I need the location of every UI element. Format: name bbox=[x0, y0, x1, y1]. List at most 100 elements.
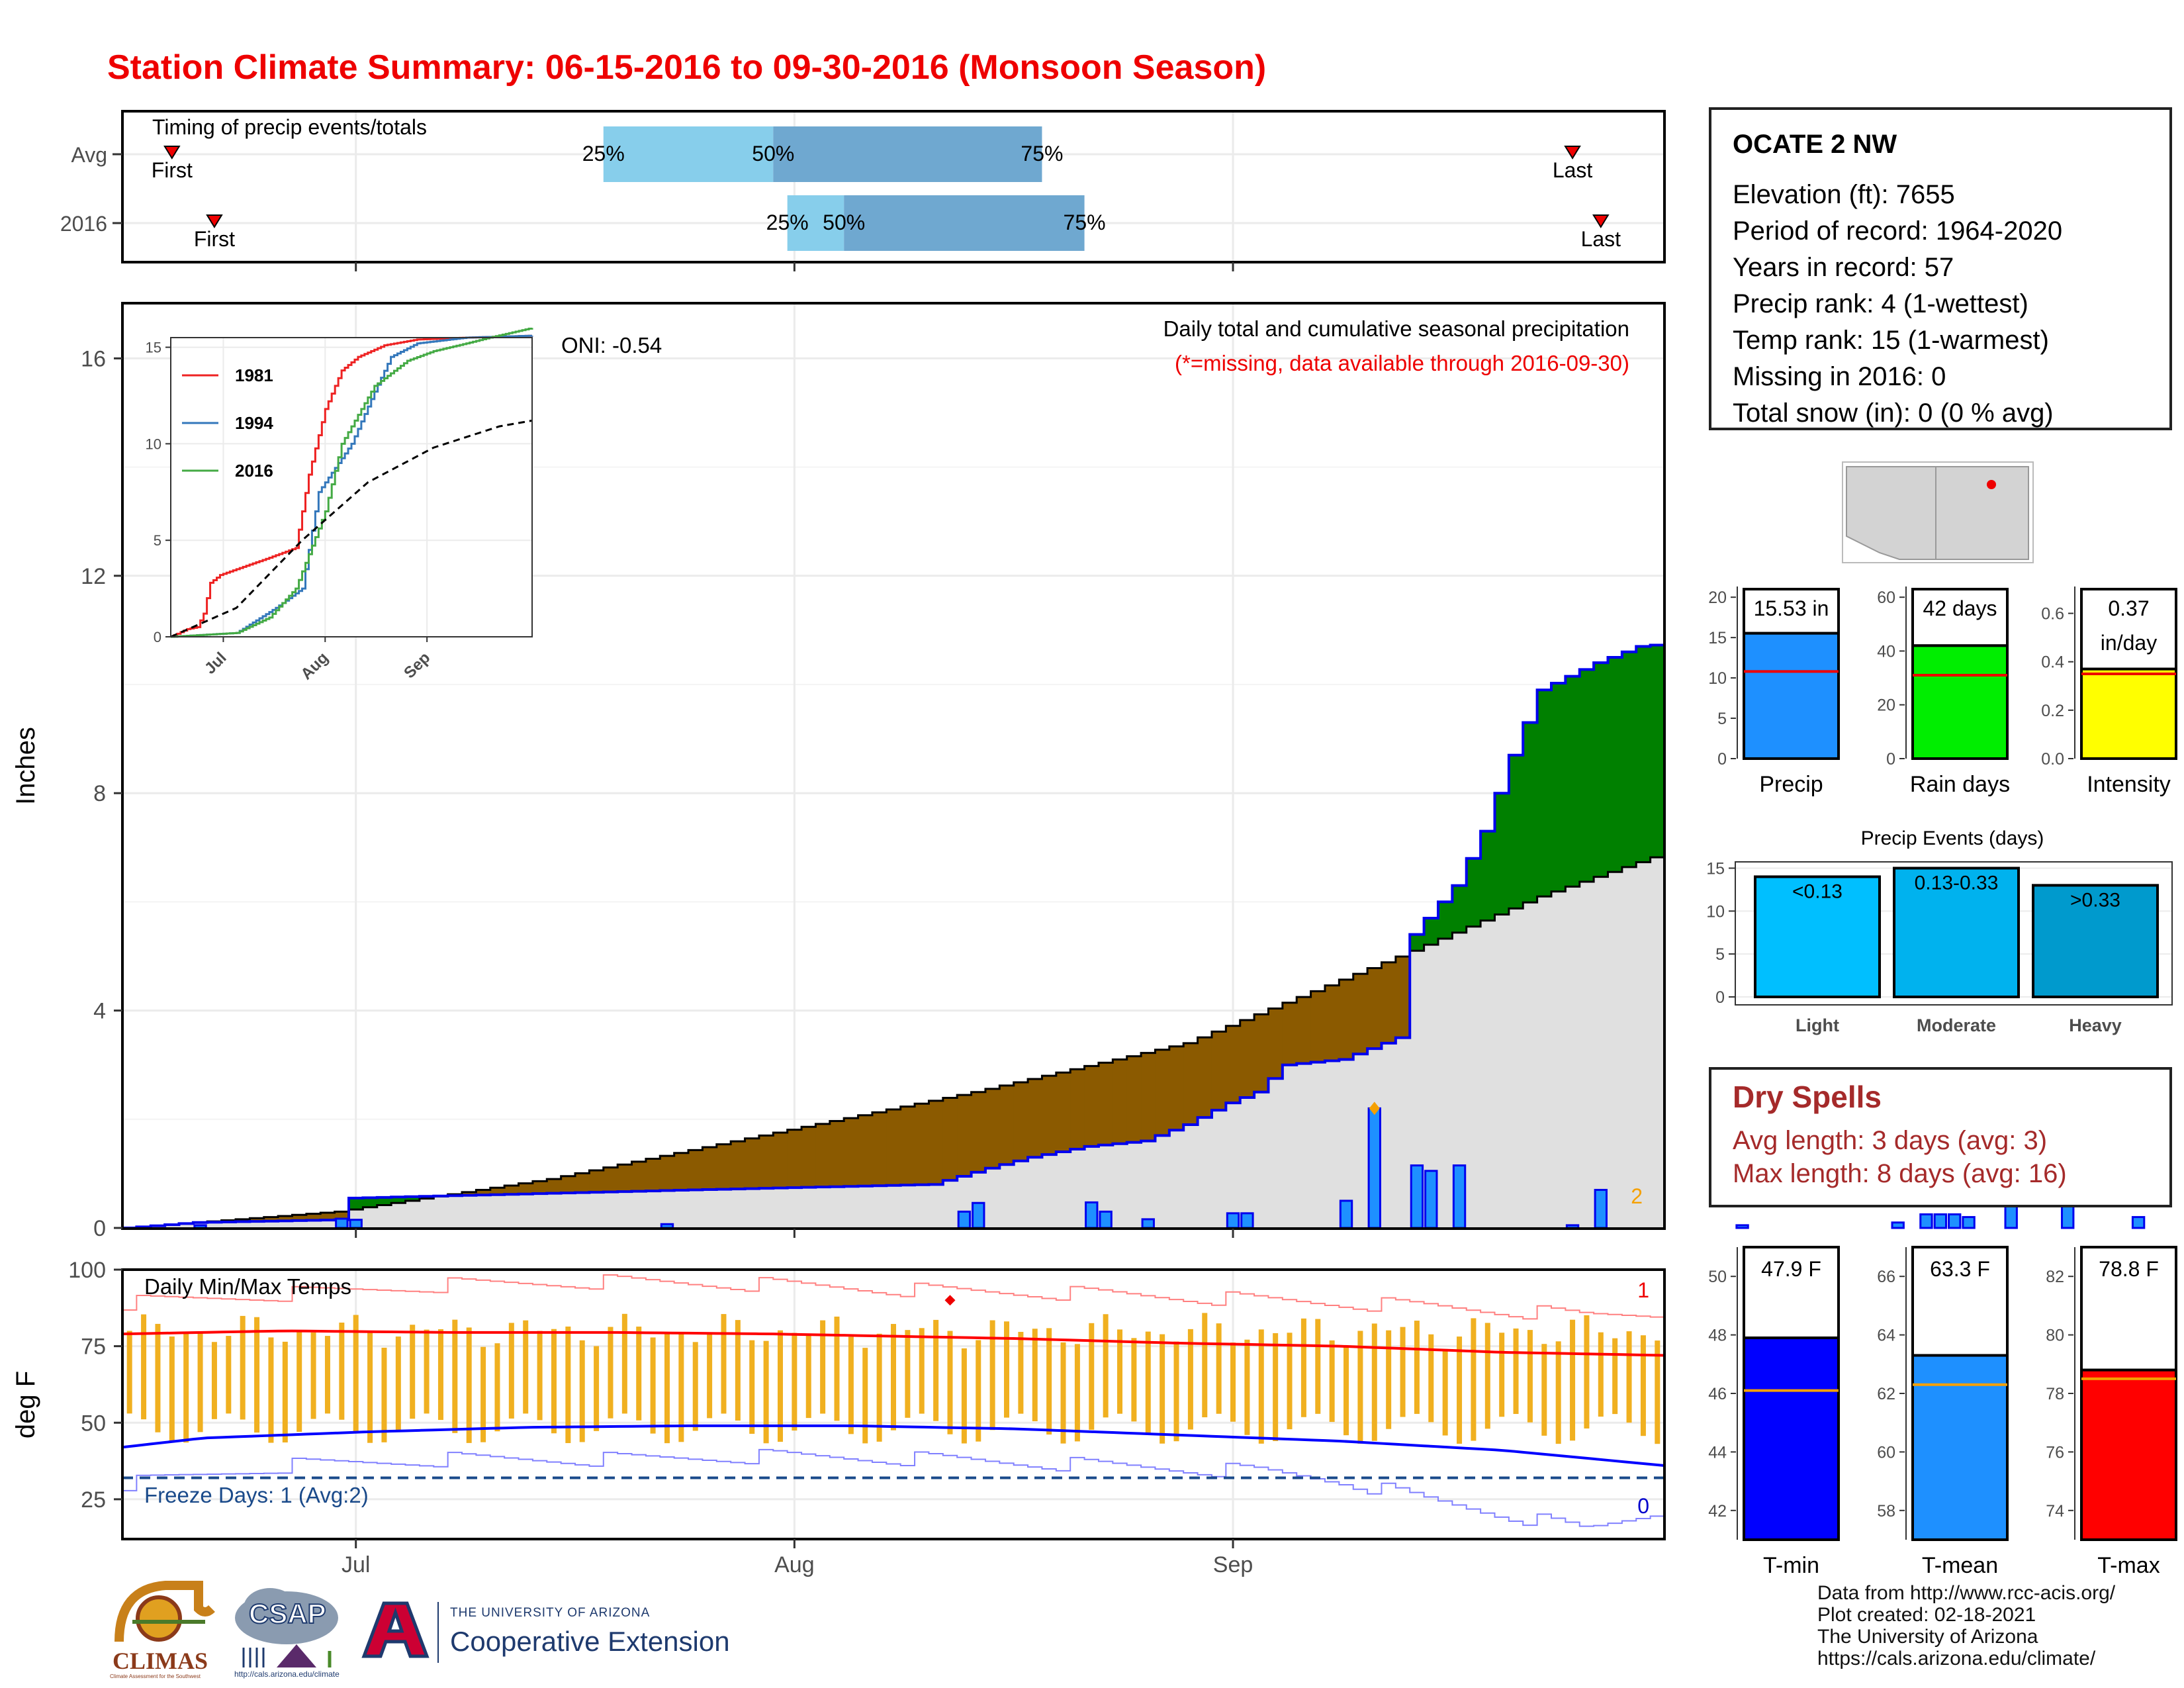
deficit-area-segment bbox=[957, 1095, 972, 1177]
surplus-area-segment bbox=[1452, 885, 1467, 933]
daily-temp-range-bar bbox=[141, 1314, 147, 1420]
deficit-area-segment bbox=[829, 1121, 844, 1187]
ua-big-text: Cooperative Extension bbox=[450, 1626, 730, 1657]
event-bar-heavy bbox=[2032, 884, 2159, 998]
summary-label-box bbox=[1911, 588, 2009, 647]
temp-ytick-label: 25 bbox=[81, 1487, 106, 1513]
daily-temp-range-bar bbox=[1117, 1329, 1123, 1414]
cumulative-2016-line bbox=[122, 643, 1666, 1229]
daily-precip-bar bbox=[1410, 1164, 1424, 1229]
daily-precip-bar bbox=[1367, 1107, 1381, 1229]
temp-title: Daily Min/Max Temps bbox=[144, 1274, 351, 1299]
deficit-area-segment bbox=[886, 1109, 901, 1186]
daily-temp-range-bar bbox=[848, 1336, 854, 1434]
tbar-ytick-label: 64 bbox=[1877, 1327, 1895, 1345]
daily-temp-range-bar bbox=[1442, 1348, 1448, 1436]
timing-bar-25-50 bbox=[787, 195, 844, 251]
daily-temp-range-bar bbox=[537, 1331, 543, 1421]
tbar-category-label: T-mean bbox=[1922, 1553, 1998, 1578]
shared-x-axis: Jul Aug Sep bbox=[341, 262, 1253, 1577]
daily-temp-range-bar bbox=[1484, 1323, 1490, 1429]
daily-temp-range-bar bbox=[395, 1336, 401, 1432]
daily-temp-range-bar bbox=[310, 1333, 316, 1419]
timing-row-label: 2016 bbox=[60, 212, 107, 236]
daily-temp-range-bar bbox=[367, 1333, 373, 1443]
summary-value-label: 0.37 bbox=[2108, 596, 2149, 620]
summary-value-label: 42 days bbox=[1923, 596, 1997, 620]
event-bar-light bbox=[1754, 875, 1881, 999]
daily-temp-range-bar bbox=[437, 1329, 443, 1421]
deficit-area-segment bbox=[858, 1115, 873, 1186]
tbar-t-mean bbox=[1911, 1354, 2009, 1542]
footer-line: https://cals.arizona.edu/climate/ bbox=[1817, 1648, 2096, 1669]
daily-temp-range-bar bbox=[1343, 1347, 1349, 1436]
deficit-area-segment bbox=[1042, 1076, 1057, 1155]
temp-ytick-label: 75 bbox=[81, 1335, 106, 1360]
daily-temp-range-bar bbox=[1060, 1342, 1066, 1444]
daily-temp-range-bar bbox=[692, 1342, 698, 1431]
summary-bar-precip bbox=[1743, 632, 1840, 760]
footer-notes: Data from http://www.rcc-acis.org/ Plot … bbox=[1817, 1582, 2115, 1669]
daily-temp-range-bar bbox=[1371, 1323, 1377, 1441]
deficit-area-segment bbox=[1197, 1037, 1212, 1118]
daily-temp-range-bar bbox=[976, 1340, 981, 1442]
surplus-area-segment bbox=[1466, 858, 1481, 927]
daily-temp-range-bar bbox=[1598, 1332, 1604, 1417]
inset-legend-label: 1994 bbox=[235, 413, 273, 433]
summary-ytick-label: 20 bbox=[1708, 588, 1727, 607]
tbar-t-min bbox=[1743, 1336, 1840, 1542]
daily-temp-range-bar bbox=[1004, 1321, 1010, 1418]
ua-small-text: THE UNIVERSITY OF ARIZONA bbox=[450, 1606, 651, 1620]
daily-temp-range-bar bbox=[1655, 1340, 1661, 1444]
daily-precip-bar bbox=[1891, 1221, 1905, 1229]
deficit-area-segment bbox=[476, 1190, 491, 1196]
tbar-ytick-label: 74 bbox=[2046, 1502, 2064, 1521]
deficit-area-segment bbox=[1282, 1002, 1297, 1065]
dry-spells-box: Dry Spells Avg length: 3 days (avg: 3) M… bbox=[1709, 1067, 2172, 1207]
daily-temp-range-bar bbox=[226, 1336, 232, 1414]
deficit-area-segment bbox=[1141, 1053, 1156, 1141]
summary-ytick-label: 0 bbox=[1717, 750, 1727, 769]
deficit-area-segment bbox=[1268, 1008, 1283, 1079]
daily-temp-range-bar bbox=[621, 1313, 627, 1414]
dry-avg-length: Avg length: 3 days (avg: 3) bbox=[1733, 1126, 2048, 1155]
tbar-value-label: 78.8 F bbox=[2099, 1257, 2159, 1281]
daily-temp-range-bar bbox=[1386, 1330, 1392, 1429]
surplus-area-segment bbox=[1494, 793, 1510, 915]
events-ytick-label: 5 bbox=[1715, 945, 1725, 964]
surplus-area-segment bbox=[377, 1197, 392, 1205]
events-ytick-label: 15 bbox=[1706, 859, 1725, 878]
inset-ytick-label: 5 bbox=[154, 532, 161, 549]
daily-temp-range-bar bbox=[1202, 1313, 1208, 1418]
inset-frame bbox=[170, 337, 533, 637]
summary-ytick-label: 40 bbox=[1877, 642, 1895, 661]
inset-legend-label: 2016 bbox=[235, 461, 273, 481]
daily-temp-range-bar bbox=[494, 1343, 500, 1432]
last-event-marker bbox=[1564, 146, 1581, 160]
events-ytick-label: 0 bbox=[1715, 988, 1725, 1007]
deficit-area-segment bbox=[900, 1106, 915, 1186]
station-snow: Total snow (in): 0 (0 % avg) bbox=[1733, 399, 2054, 428]
summary-ytick-label: 0.2 bbox=[2041, 702, 2064, 720]
avg-max-temp-line bbox=[122, 1329, 1665, 1357]
deficit-area-segment bbox=[292, 1215, 307, 1221]
deficit-area-segment bbox=[1310, 991, 1326, 1062]
summary-ytick-label: 10 bbox=[1708, 669, 1727, 688]
avg-min-temp-line bbox=[122, 1424, 1665, 1467]
daily-temp-range-bar bbox=[777, 1330, 783, 1442]
first-event-label: First bbox=[152, 158, 193, 182]
daily-temp-range-bar bbox=[1244, 1339, 1250, 1435]
deficit-area-segment bbox=[306, 1213, 321, 1221]
daily-temp-range-bar bbox=[1457, 1336, 1463, 1444]
daily-temp-range-bar bbox=[1499, 1333, 1505, 1417]
surplus-area-segment bbox=[391, 1197, 406, 1203]
daily-temp-range-bar bbox=[183, 1332, 189, 1443]
tbar-ytick-label: 50 bbox=[1708, 1268, 1727, 1286]
daily-temp-range-bar bbox=[353, 1315, 359, 1433]
daily-temp-range-bar bbox=[763, 1340, 769, 1444]
deficit-area-segment bbox=[278, 1215, 293, 1221]
climas-subtext: Climate Assessment for the Southwest bbox=[110, 1673, 201, 1679]
last-event-label: Last bbox=[1553, 158, 1593, 182]
daily-temp-range-bar bbox=[1046, 1328, 1052, 1435]
event-bar-label: 0.13-0.33 bbox=[1915, 872, 1999, 894]
